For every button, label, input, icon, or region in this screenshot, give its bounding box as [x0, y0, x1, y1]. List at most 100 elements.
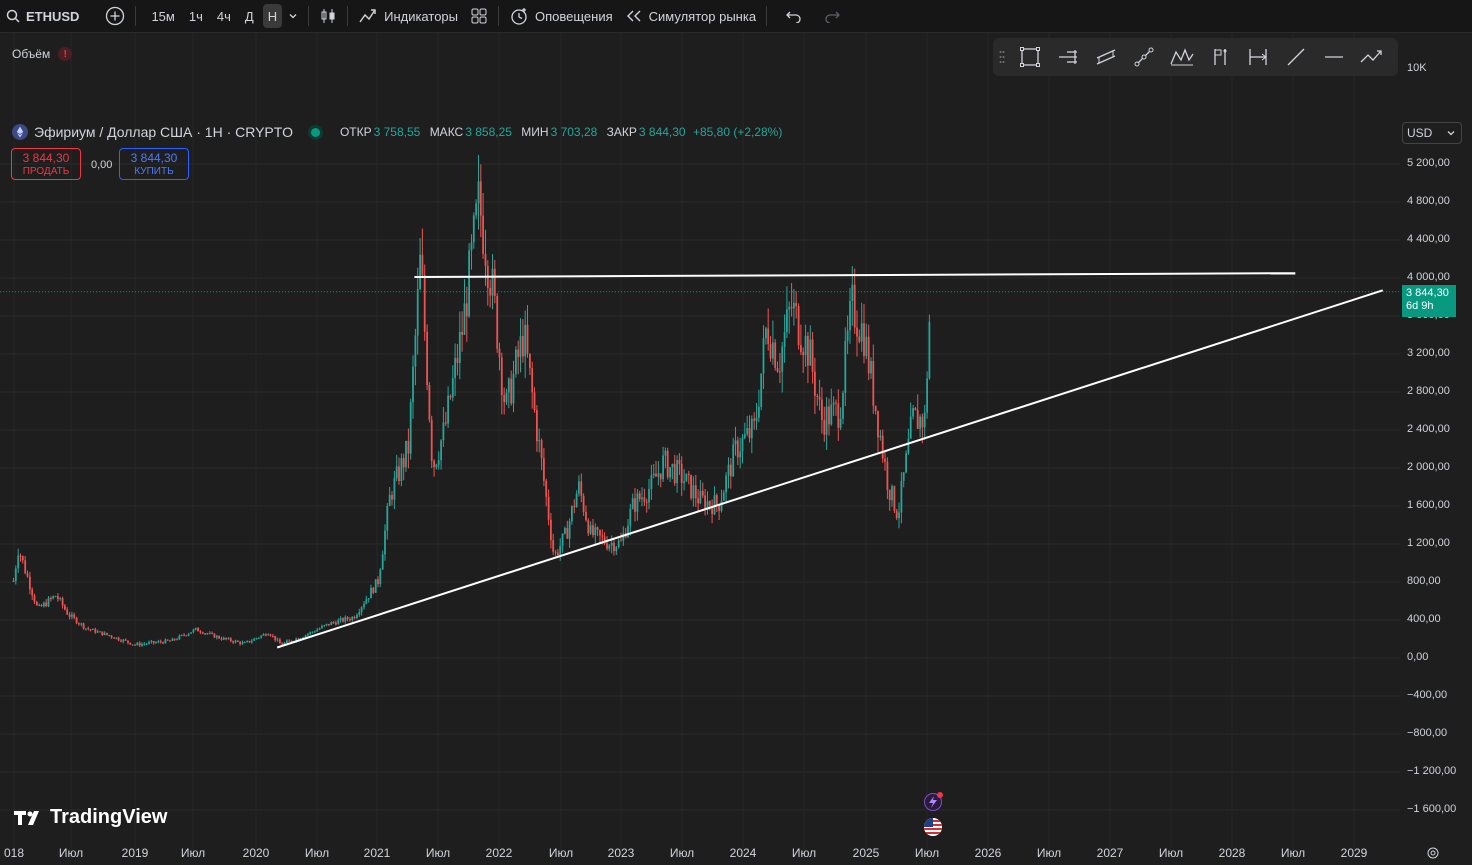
candle-body: [645, 501, 648, 503]
candle-body: [713, 495, 716, 515]
symbol-search[interactable]: ETHUSD: [0, 0, 85, 32]
interval-2[interactable]: 4ч: [216, 8, 231, 24]
candle-body: [262, 634, 265, 636]
candle-body: [302, 637, 305, 639]
lightning-event-icon[interactable]: [924, 792, 943, 811]
candle-body: [328, 623, 330, 625]
high-label: МАКС: [429, 125, 464, 139]
pattern-tool-icon[interactable]: [1163, 46, 1201, 68]
candle-body: [201, 632, 204, 634]
candle-body: [515, 349, 517, 374]
volume-indicator[interactable]: Объём !: [12, 47, 73, 61]
candle-body: [290, 640, 293, 642]
candle-body: [856, 327, 858, 337]
x-tick-label: 2020: [242, 846, 270, 860]
candle-body: [94, 629, 97, 633]
candle-body: [393, 478, 396, 500]
replay-button[interactable]: Симулятор рынка: [619, 0, 762, 32]
candle-body: [50, 598, 52, 599]
undo-button[interactable]: [779, 0, 809, 32]
candle-body: [395, 466, 398, 479]
candle-body: [669, 467, 671, 478]
candle-body: [449, 395, 452, 398]
interval-3[interactable]: Д: [244, 8, 254, 24]
interval-dropdown[interactable]: [282, 0, 304, 32]
interval-4[interactable]: Н: [262, 4, 283, 28]
candle-body: [648, 489, 650, 503]
trendline-tool-icon[interactable]: [1125, 46, 1163, 68]
fib-tool-icon[interactable]: [1049, 46, 1087, 68]
warning-icon[interactable]: !: [58, 47, 73, 61]
candle-body: [921, 416, 924, 428]
trendline-1[interactable]: [276, 289, 1384, 649]
candle-body: [680, 463, 683, 483]
candle-body: [708, 501, 711, 506]
spread-value: 0,00: [91, 159, 113, 171]
candle-body: [884, 458, 886, 462]
buy-button[interactable]: 3 844,30 КУПИТЬ: [119, 148, 189, 180]
candle-body: [795, 302, 798, 306]
price-chart[interactable]: [0, 33, 1400, 858]
candle-body: [750, 418, 753, 439]
currency-select[interactable]: USD: [1402, 122, 1462, 144]
candle-body: [267, 634, 270, 636]
candle-body: [835, 402, 837, 404]
horizontal-line-icon[interactable]: [1315, 46, 1353, 68]
candle-body: [748, 428, 751, 439]
layouts-button[interactable]: [464, 0, 494, 32]
candle-body: [321, 626, 323, 629]
sell-button[interactable]: 3 844,30 ПРОДАТЬ: [11, 148, 81, 180]
candle-body: [818, 397, 821, 400]
alerts-button[interactable]: Оповещения: [503, 0, 619, 32]
candle-body: [344, 617, 347, 622]
candle-body: [643, 497, 646, 502]
trendline-0[interactable]: [414, 272, 1296, 278]
trendlines[interactable]: [276, 272, 1384, 649]
ray-tool-icon[interactable]: [1277, 46, 1315, 68]
candle-body: [851, 284, 854, 301]
x-tick-label: 2025: [852, 846, 880, 860]
long-position-icon[interactable]: [1201, 46, 1239, 68]
indicators-button[interactable]: Индикаторы: [352, 0, 464, 32]
divider: [347, 6, 349, 26]
candle-body: [309, 632, 312, 634]
compare-button[interactable]: [99, 0, 131, 32]
chevron-down-icon: [289, 14, 297, 19]
candle-body: [613, 542, 615, 552]
chart-type-button[interactable]: [313, 0, 343, 32]
candle-body: [75, 617, 78, 624]
interval-1[interactable]: 1ч: [188, 8, 203, 24]
candle-body: [823, 419, 826, 435]
symbol-legend: Эфириум / Доллар США · 1Н · CRYPTO ОТКР 3…: [12, 124, 782, 140]
settings-gear-icon[interactable]: [1426, 846, 1440, 865]
y-tick-label: 3 200,00: [1407, 347, 1450, 359]
date-range-icon[interactable]: [1239, 46, 1277, 68]
candle-body: [914, 408, 917, 410]
candle-body: [33, 595, 36, 602]
us-flag-event-icon[interactable]: [924, 818, 942, 836]
redo-icon: [825, 11, 840, 23]
candle-body: [222, 637, 225, 640]
candle-body: [659, 473, 662, 480]
rectangle-tool-icon[interactable]: [1011, 46, 1049, 68]
candle-body: [421, 254, 424, 275]
candle-body: [718, 505, 720, 511]
candle-body: [919, 416, 921, 429]
candle-body: [905, 453, 907, 473]
path-tool-icon[interactable]: [1353, 46, 1391, 68]
candle-body: [358, 612, 361, 615]
parallel-channel-icon[interactable]: [1087, 46, 1125, 68]
candle-body: [781, 346, 784, 372]
market-status-icon[interactable]: [310, 127, 320, 137]
drag-handle-icon[interactable]: [993, 50, 1011, 64]
candle-body: [465, 303, 468, 317]
candle-body: [416, 289, 419, 336]
candle-body: [923, 412, 926, 428]
candle-body: [374, 579, 377, 593]
redo-button[interactable]: [817, 0, 847, 32]
candle-body: [552, 540, 555, 552]
y-tick-label: 400,00: [1407, 613, 1441, 625]
candle-body: [655, 473, 657, 477]
x-tick-label: Июл: [1158, 846, 1184, 860]
interval-0[interactable]: 15м: [151, 8, 175, 24]
